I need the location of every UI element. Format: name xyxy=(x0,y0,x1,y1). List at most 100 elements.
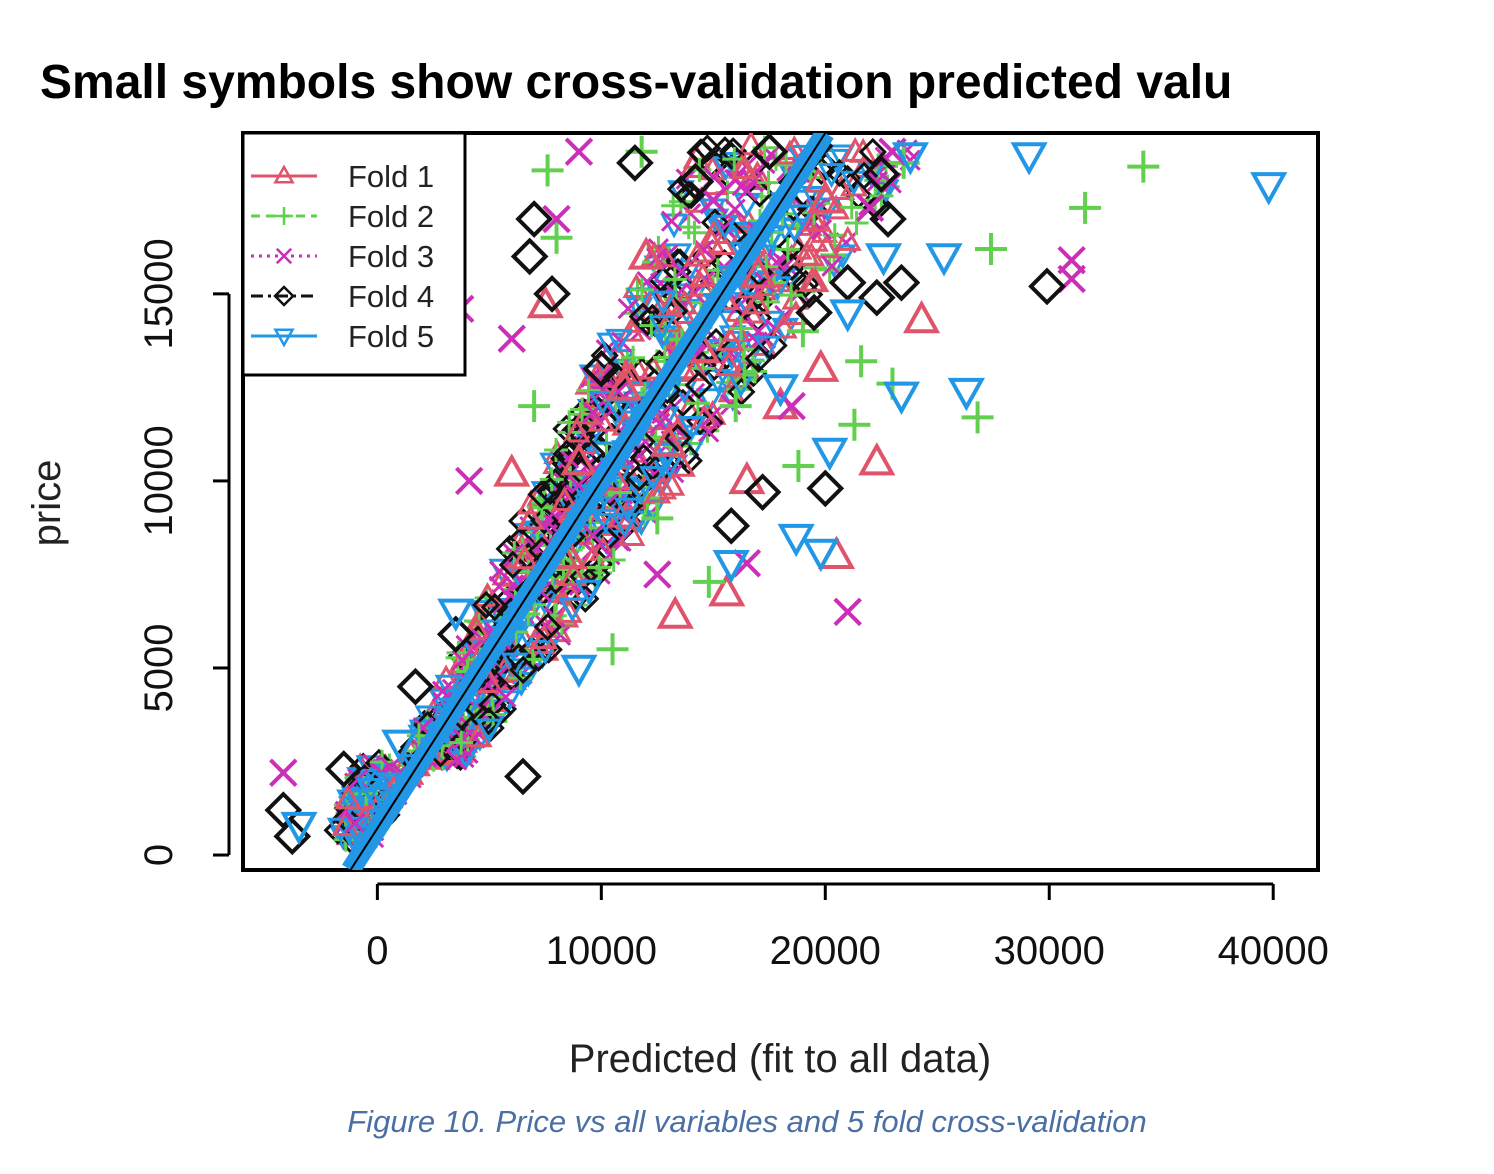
data-point xyxy=(542,204,571,234)
x-tick-label: 30000 xyxy=(994,929,1105,973)
cv-point xyxy=(489,560,511,582)
cv-point xyxy=(582,524,604,546)
cv-point xyxy=(727,377,756,406)
cv-point xyxy=(625,463,654,492)
data-point xyxy=(712,550,750,584)
data-point xyxy=(560,654,598,689)
cv-point xyxy=(737,133,765,156)
cv-point xyxy=(730,153,759,179)
legend-symbol xyxy=(273,164,295,184)
data-point xyxy=(264,791,303,829)
data-point xyxy=(891,142,930,176)
data-point xyxy=(739,255,777,289)
cv-point xyxy=(544,438,569,463)
cv-point xyxy=(334,784,363,810)
cv-point xyxy=(728,221,757,247)
cv-point xyxy=(684,370,714,400)
cv-point xyxy=(800,185,829,211)
cv-point xyxy=(700,208,730,237)
data-point xyxy=(643,560,672,589)
data-point xyxy=(975,232,1008,265)
data-point xyxy=(1127,150,1160,183)
data-point xyxy=(324,750,363,788)
x-tick-label: 20000 xyxy=(770,929,881,973)
cv-point xyxy=(509,655,538,684)
data-point xyxy=(750,133,789,171)
data-point xyxy=(649,423,688,457)
data-point xyxy=(1250,172,1288,206)
data-point xyxy=(806,469,845,508)
data-point xyxy=(828,263,867,302)
data-point xyxy=(596,633,629,666)
cv-point xyxy=(500,652,529,678)
cv-point xyxy=(688,262,717,288)
data-point xyxy=(708,573,746,607)
data-point xyxy=(533,275,571,313)
cv-point xyxy=(649,290,678,316)
data-point xyxy=(777,523,815,558)
data-point xyxy=(795,293,833,332)
cv-point xyxy=(839,195,864,220)
data-point xyxy=(1010,142,1048,176)
y-tick-label: 15000 xyxy=(137,238,181,349)
data-point xyxy=(882,381,921,415)
cv-point xyxy=(696,388,725,414)
legend-label: Fold 1 xyxy=(348,159,434,194)
data-point xyxy=(436,615,475,654)
cv-point xyxy=(601,547,626,572)
cv-point xyxy=(554,597,583,623)
cv-point xyxy=(743,359,768,384)
data-point xyxy=(829,299,867,333)
cv-point xyxy=(804,167,833,193)
cv-point xyxy=(776,232,805,261)
cv-point xyxy=(643,478,672,504)
cv-point xyxy=(512,523,541,549)
legend: Fold 1 Fold 2 Fold 3 Fold 4 Fold 5 xyxy=(241,131,467,377)
cv-point xyxy=(681,356,709,382)
points-layer xyxy=(264,133,1288,870)
data-point xyxy=(802,538,840,573)
data-point xyxy=(280,811,318,846)
data-point xyxy=(838,408,871,441)
cv-point xyxy=(724,198,746,220)
y-tick-label: 0 xyxy=(137,844,181,866)
cv-point xyxy=(710,214,739,240)
data-point xyxy=(862,155,901,193)
cv-point xyxy=(475,718,504,744)
data-point xyxy=(641,502,674,535)
data-point xyxy=(616,144,654,182)
data-point xyxy=(811,437,849,472)
data-point xyxy=(605,367,643,401)
series-4-points xyxy=(264,133,1066,856)
data-point xyxy=(855,193,885,223)
data-point xyxy=(493,453,531,487)
data-point xyxy=(1028,267,1066,306)
cv-point xyxy=(576,378,601,403)
data-point xyxy=(961,401,994,434)
data-point xyxy=(656,595,694,629)
cv-point xyxy=(550,486,579,511)
cv-point xyxy=(779,283,804,308)
cv-point xyxy=(825,158,854,188)
cv-point xyxy=(649,474,678,500)
cv-point xyxy=(754,271,776,294)
cv-point xyxy=(676,215,701,240)
data-point xyxy=(699,186,728,215)
legend-symbol xyxy=(275,247,293,265)
cv-point xyxy=(516,504,545,530)
data-point xyxy=(869,200,907,238)
cv-point xyxy=(449,730,474,755)
plot-frame xyxy=(241,131,1320,872)
cv-point xyxy=(527,480,556,509)
cv-point xyxy=(721,330,750,356)
cv-point xyxy=(700,219,728,245)
data-point xyxy=(719,390,752,423)
cv-point xyxy=(801,267,830,293)
legend-label: Fold 2 xyxy=(348,199,434,234)
cv-point xyxy=(817,163,846,189)
cv-point xyxy=(331,811,360,837)
cv-point xyxy=(639,354,668,380)
cv-point xyxy=(569,562,598,591)
cv-point xyxy=(682,220,707,245)
